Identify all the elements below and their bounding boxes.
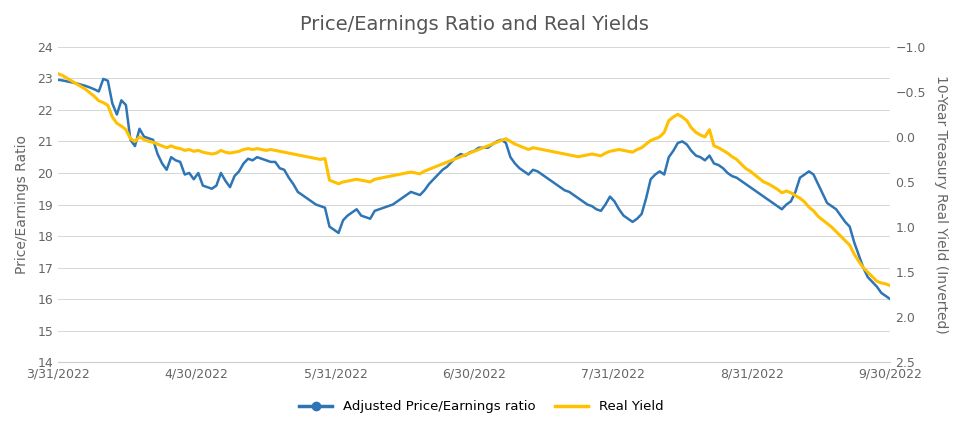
Legend: Adjusted Price/Earnings ratio, Real Yield: Adjusted Price/Earnings ratio, Real Yiel… [294,395,669,418]
Title: Price/Earnings Ratio and Real Yields: Price/Earnings Ratio and Real Yields [299,15,649,34]
Y-axis label: 10-Year Treasury Real Yield (Inverted): 10-Year Treasury Real Yield (Inverted) [934,75,948,334]
Y-axis label: Price/Earnings Ratio: Price/Earnings Ratio [15,135,29,274]
